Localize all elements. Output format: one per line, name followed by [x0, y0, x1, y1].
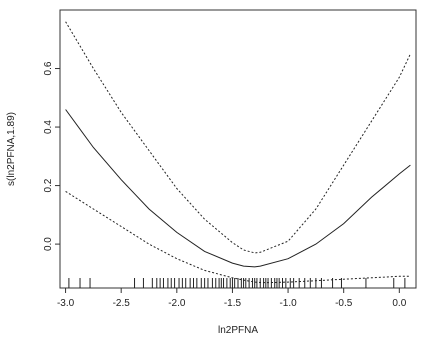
y-tick-label: 0.6: [43, 61, 54, 75]
x-tick-label: -3.0: [57, 298, 75, 309]
y-tick-label: 0.2: [43, 178, 54, 192]
x-tick-label: -1.0: [279, 298, 297, 309]
y-tick-label: 0.4: [43, 120, 54, 134]
x-tick-label: -1.5: [224, 298, 242, 309]
x-tick-label: 0.0: [392, 298, 406, 309]
smooth-fit-line: [65, 109, 411, 268]
y-tick-label: 0.0: [43, 237, 54, 251]
y-axis-label: s(ln2PFNA,1.89): [6, 112, 17, 186]
y-axis: 0.0 0.2 0.4 0.6: [43, 61, 61, 251]
x-axis: -3.0 -2.5 -2.0 -1.5 -1.0 -0.5 0.0: [57, 287, 407, 309]
x-tick-label: -2.5: [113, 298, 131, 309]
x-axis-label: ln2PFNA: [218, 325, 258, 336]
series-group: [65, 21, 411, 284]
upper-confidence-line: [65, 21, 411, 254]
lower-confidence-line: [65, 190, 411, 284]
rug-marks: [68, 278, 406, 288]
x-tick-label: -0.5: [335, 298, 353, 309]
x-tick-label: -2.0: [168, 298, 186, 309]
